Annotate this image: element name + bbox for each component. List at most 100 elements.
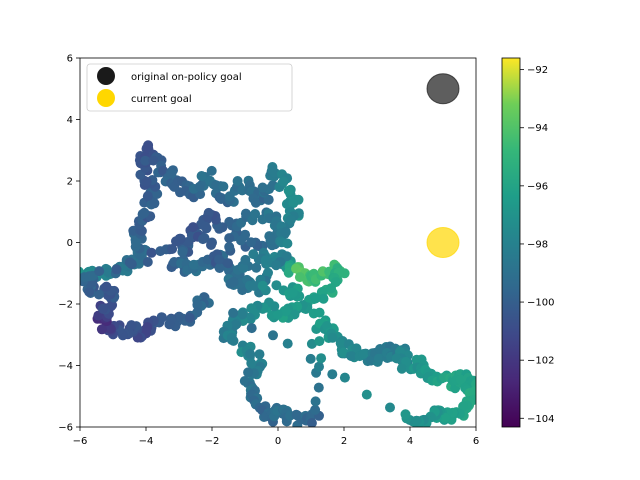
trajectory-point bbox=[158, 165, 168, 176]
colorbar-tick-label: −100 bbox=[527, 298, 554, 309]
trajectory-point bbox=[237, 185, 248, 196]
trajectory-point bbox=[246, 323, 257, 334]
trajectory-point bbox=[250, 197, 261, 208]
trajectory-point bbox=[358, 349, 369, 359]
trajectory-point bbox=[228, 335, 239, 346]
trajectory-point bbox=[206, 165, 217, 176]
trajectory-point bbox=[327, 332, 338, 343]
trajectory-point bbox=[224, 216, 235, 227]
trajectory-point bbox=[327, 369, 338, 380]
trajectory-point bbox=[257, 182, 268, 193]
trajectory-point bbox=[440, 412, 451, 423]
trajectory-point bbox=[294, 272, 305, 283]
trajectory-point bbox=[306, 418, 317, 427]
trajectory-point bbox=[126, 320, 137, 331]
trajectory-point bbox=[263, 267, 273, 278]
y-tick-label: −2 bbox=[58, 300, 73, 311]
trajectory-point bbox=[197, 234, 208, 245]
y-tick-label: 2 bbox=[67, 177, 73, 188]
trajectory-point bbox=[214, 263, 225, 273]
trajectory-point bbox=[257, 280, 268, 291]
trajectory-point bbox=[314, 361, 324, 372]
trajectory-point bbox=[271, 280, 282, 291]
colorbar-tick-label: −102 bbox=[527, 356, 554, 367]
x-tick-label: 2 bbox=[341, 436, 347, 447]
trajectory-point bbox=[282, 238, 293, 249]
trajectory-point bbox=[240, 254, 251, 265]
trajectory-point bbox=[216, 193, 227, 203]
y-axis: −6 −4 −2 0 2 4 6 bbox=[58, 54, 80, 434]
trajectory-point bbox=[184, 312, 195, 323]
trajectory-point bbox=[385, 402, 395, 413]
colorbar: −104 −102 −100 −98 −96 −94 −92 bbox=[501, 57, 554, 428]
legend-label-current-goal: current goal bbox=[131, 94, 192, 105]
trajectory-point bbox=[281, 251, 292, 262]
x-tick-label: −2 bbox=[205, 436, 220, 447]
trajectory-point bbox=[175, 233, 186, 244]
trajectory-point bbox=[142, 191, 153, 202]
trajectory-point bbox=[224, 241, 235, 252]
trajectory-point bbox=[192, 299, 203, 310]
colorbar-tick-label: −104 bbox=[527, 414, 554, 425]
legend-label-original-goal: original on-policy goal bbox=[131, 72, 242, 83]
trajectory-point bbox=[206, 240, 216, 250]
trajectory-point bbox=[283, 267, 294, 278]
trajectory-point bbox=[130, 237, 141, 248]
trajectory-point bbox=[346, 351, 357, 362]
y-tick-label: 4 bbox=[67, 115, 73, 126]
trajectory-point bbox=[149, 198, 160, 209]
trajectory-point bbox=[280, 227, 291, 237]
trajectory-point bbox=[243, 367, 254, 378]
x-tick-label: −4 bbox=[139, 436, 154, 447]
trajectory-point bbox=[310, 404, 321, 415]
trajectory-point bbox=[96, 324, 107, 335]
legend-box bbox=[86, 63, 293, 112]
trajectory-point bbox=[248, 280, 259, 291]
x-axis: −6 −4 −2 0 2 4 6 bbox=[73, 427, 479, 447]
x-tick-label: 0 bbox=[275, 436, 281, 447]
data-layer bbox=[80, 140, 476, 427]
trajectory-point bbox=[223, 258, 234, 269]
trajectory-point bbox=[316, 353, 327, 364]
trajectory-point bbox=[313, 382, 324, 393]
trajectory-point bbox=[285, 214, 296, 225]
trajectory-point bbox=[248, 249, 259, 260]
trajectory-point bbox=[111, 264, 122, 275]
colorbar-tick-label: −92 bbox=[527, 65, 548, 76]
y-tick-label: −4 bbox=[58, 361, 73, 372]
trajectory-point bbox=[468, 386, 476, 397]
trajectory-point bbox=[237, 309, 248, 320]
trajectory-point bbox=[164, 319, 175, 330]
trajectory-point bbox=[218, 181, 229, 192]
trajectory-point bbox=[238, 263, 249, 273]
trajectory-point bbox=[214, 254, 224, 265]
trajectory-point bbox=[306, 338, 317, 349]
trajectory-point bbox=[272, 309, 283, 320]
trajectory-point bbox=[251, 262, 262, 273]
trajectory-point bbox=[288, 198, 299, 209]
trajectory-point bbox=[283, 185, 294, 196]
trajectory-point bbox=[101, 281, 112, 292]
trajectory-point bbox=[318, 293, 329, 304]
y-tick-label: 0 bbox=[67, 238, 73, 249]
trajectory-point bbox=[245, 349, 256, 360]
trajectory-point bbox=[94, 266, 105, 277]
trajectory-point bbox=[196, 171, 207, 181]
trajectory-point bbox=[140, 155, 151, 166]
trajectory-point bbox=[411, 354, 422, 365]
trajectory-point bbox=[177, 246, 188, 257]
colorbar-ticks: −104 −102 −100 −98 −96 −94 −92 bbox=[520, 65, 554, 425]
legend-marker-current-goal bbox=[97, 89, 115, 107]
trajectory-point bbox=[246, 237, 256, 248]
trajectory-point bbox=[310, 293, 321, 304]
colorbar-tick-label: −94 bbox=[527, 123, 548, 134]
trajectory-point bbox=[400, 409, 411, 420]
current-goal-marker bbox=[426, 227, 460, 258]
trajectory-point bbox=[267, 164, 278, 175]
trajectory-point bbox=[224, 233, 235, 244]
goal-layer bbox=[426, 73, 460, 258]
trajectory-point bbox=[93, 289, 104, 300]
trajectory-point bbox=[228, 307, 239, 318]
trajectory-point bbox=[254, 349, 265, 360]
trajectory-point bbox=[351, 343, 362, 354]
